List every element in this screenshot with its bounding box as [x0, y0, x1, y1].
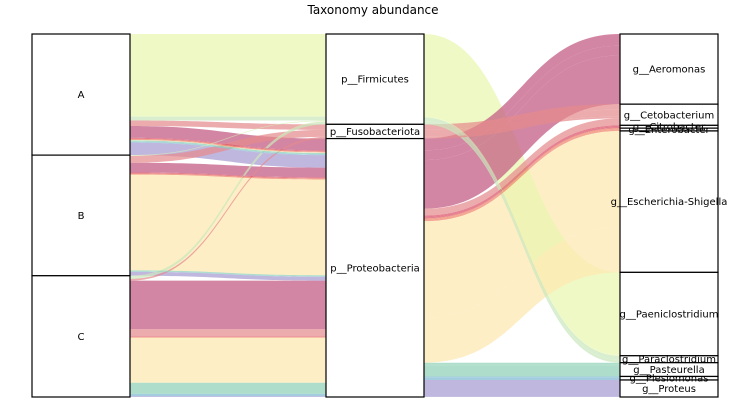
flow-p__Proteobacteria-g__Plesiomonas-C	[424, 377, 620, 380]
flow-p__Proteobacteria-g__Escherichia-Shigella-A	[424, 130, 620, 222]
flow-C-p__Proteobacteria-g__Aeromonas	[130, 280, 326, 330]
flow-C-p__Proteobacteria-g__Plesiomonas	[130, 393, 326, 397]
flow-p__Proteobacteria-g__Pasteurella-C	[424, 365, 620, 377]
flow-p__Firmicutes-g__Paraclostridium-A	[424, 117, 620, 360]
flow-C-p__Proteobacteria-g__Enterobacter	[130, 336, 326, 338]
flow-A-p__Fusobacteriota-g__Cetobacterium	[130, 120, 326, 130]
flow-B-p__Proteobacteria-g__Citrobacter	[130, 172, 326, 179]
flow-A-p__Proteobacteria-g__Escherichia-Shigella	[130, 139, 326, 153]
flow-p__Proteobacteria-g__Citrobacter-B	[424, 126, 620, 218]
flow-p__Proteobacteria-g__Aeromonas-A	[424, 34, 620, 151]
flow-A-p__Firmicutes-g__Paraclostridium	[130, 116, 326, 121]
flow-B-p__Proteobacteria-g__Proteus	[130, 271, 326, 281]
stratum-label: g__Paeniclostridium	[620, 310, 719, 321]
stratum-label: p__Fusobacteriota	[330, 127, 420, 138]
flow-p__Firmicutes-g__Paraclostridium-B	[424, 121, 620, 360]
stratum-label: g__Pasteurella	[633, 365, 704, 376]
stratum-label: g__Proteus	[642, 384, 696, 395]
flow-p__Proteobacteria-g__Proteus-A	[424, 379, 620, 393]
flow-B-p__Proteobacteria-g__Escherichia-Shigella	[130, 174, 326, 276]
flow-p__Proteobacteria-g__Aeromonas-C	[424, 55, 620, 209]
flow-B-p__Firmicutes-g__Paeniclostridium	[130, 120, 326, 156]
stratum-A	[31, 33, 131, 156]
stratum-g__Aeromonas	[619, 33, 719, 105]
stratum-label: p__Firmicutes	[341, 75, 409, 86]
flow-C-p__Firmicutes-g__Paraclostridium	[130, 121, 326, 279]
flow-B-p__Proteobacteria-g__Plesiomonas	[130, 271, 326, 277]
flow-p__Proteobacteria-g__Cetobacterium-C	[424, 118, 620, 216]
stratum-label: g__Plesiomonas	[630, 374, 709, 385]
flow-B-p__Proteobacteria-g__Aeromonas	[130, 162, 326, 178]
flow-C-p__Fusobacteriota-g__Cetobacterium	[130, 136, 326, 281]
stratum-label: g__Escherichia-Shigella	[611, 197, 728, 208]
stratum-B	[31, 154, 131, 277]
stratum-p__Proteobacteria	[325, 137, 425, 398]
stratum-C	[31, 275, 131, 398]
flow-A-p__Proteobacteria-g__Pasteurella	[130, 140, 326, 155]
flow-C-p__Proteobacteria-g__Cetobacterium	[130, 329, 326, 337]
stratum-label: g__Paraclostridium	[622, 355, 716, 366]
flow-p__Firmicutes-g__Paeniclostridium-B	[424, 116, 620, 356]
flow-p__Proteobacteria-g__Plesiomonas-A	[424, 376, 620, 378]
stratum-label: g__Cetobacterium	[624, 110, 715, 121]
flow-p__Proteobacteria-g__Enterobacter-C	[424, 130, 620, 222]
stratum-g__Paeniclostridium	[619, 271, 719, 357]
flow-p__Fusobacteriota-g__Cetobacterium-B	[424, 109, 620, 137]
flow-p__Firmicutes-g__Paeniclostridium-C	[424, 117, 620, 356]
flow-p__Firmicutes-g__Paraclostridium-C	[424, 121, 620, 363]
flow-B-p__Firmicutes-g__Paraclostridium	[130, 120, 326, 156]
stratum-label: g__Citrobacter	[633, 122, 706, 133]
stratum-g__Proteus	[619, 379, 719, 398]
flow-p__Proteobacteria-g__Enterobacter-A	[424, 128, 620, 220]
flow-p__Proteobacteria-g__Citrobacter-C	[424, 127, 620, 219]
flow-A-p__Proteobacteria-g__Proteus	[130, 142, 326, 168]
flow-p__Proteobacteria-g__Aeromonas-B	[424, 45, 620, 161]
flow-p__Proteobacteria-g__Escherichia-Shigella-C	[424, 227, 620, 363]
flow-C-p__Firmicutes-g__Paeniclostridium	[130, 121, 326, 277]
flow-C-p__Proteobacteria-g__Escherichia-Shigella	[130, 337, 326, 383]
flow-A-p__Proteobacteria-g__Plesiomonas	[130, 141, 326, 156]
stratum-label: g__Enterobacter	[628, 125, 710, 136]
stratum-labels: A B Cp__Firmicutes p__Fusobacteriota p__Prot…	[78, 65, 728, 395]
stratum-p__Firmicutes	[325, 33, 425, 125]
stratum-boxes	[31, 33, 719, 398]
flow-A-p__Proteobacteria-g__Enterobacter	[130, 138, 326, 153]
flow-C-p__Proteobacteria-g__Citrobacter	[130, 336, 326, 337]
stratum-label: C	[78, 332, 85, 343]
stratum-label: A	[78, 90, 85, 101]
flow-A-p__Firmicutes-g__Paeniclostridium	[130, 34, 326, 117]
flow-p__Proteobacteria-g__Pasteurella-B	[424, 364, 620, 366]
stratum-label: B	[78, 211, 85, 222]
flows-phylum-to-genus	[424, 34, 620, 397]
flow-p__Fusobacteriota-g__Cetobacterium-A	[424, 104, 620, 130]
flow-p__Proteobacteria-g__Pasteurella-A	[424, 362, 620, 365]
flow-p__Fusobacteriota-g__Cetobacterium-C	[424, 116, 620, 139]
flows-sample-to-phylum	[130, 34, 326, 397]
flow-p__Proteobacteria-g__Proteus-B	[424, 392, 620, 397]
flow-A-p__Proteobacteria-g__Citrobacter	[130, 137, 326, 152]
stratum-label: p__Proteobacteria	[330, 263, 419, 274]
flow-C-p__Proteobacteria-g__Pasteurella	[130, 382, 326, 394]
stratum-g__Escherichia-Shigella	[619, 130, 719, 273]
flow-B-p__Proteobacteria-g__Enterobacter	[130, 173, 326, 180]
flow-C-p__Proteobacteria-g__Proteus	[130, 396, 326, 397]
flow-p__Proteobacteria-g__Citrobacter-A	[424, 125, 620, 217]
flow-p__Proteobacteria-g__Enterobacter-B	[424, 129, 620, 221]
stratum-label: g__Aeromonas	[633, 65, 706, 76]
flow-p__Proteobacteria-g__Proteus-C	[424, 396, 620, 397]
flow-B-p__Proteobacteria-g__Pasteurella	[130, 270, 326, 277]
chart-title: Taxonomy abundance	[306, 3, 438, 17]
